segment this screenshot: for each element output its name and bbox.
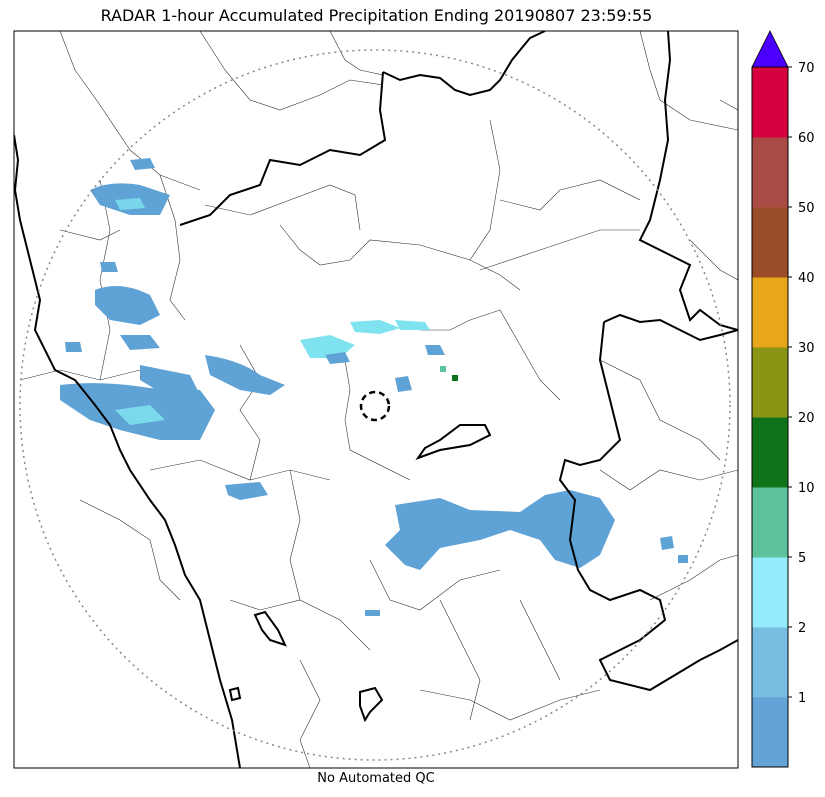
colorbar-tick-label: 10 <box>798 481 815 496</box>
colorbar-segment <box>752 137 788 208</box>
colorbar-segment <box>752 697 788 768</box>
radar-site-marker <box>359 390 391 422</box>
district-boundaries <box>19 31 738 768</box>
map-title: RADAR 1-hour Accumulated Precipitation E… <box>100 6 653 25</box>
colorbar-segment <box>752 487 788 558</box>
state-boundaries <box>14 31 738 768</box>
colorbar-segment <box>752 417 788 488</box>
range-ring <box>19 49 731 761</box>
colorbar-extend-arrow <box>751 30 789 68</box>
colorbar-tick-label: 40 <box>798 271 815 286</box>
map-frame <box>13 30 739 769</box>
colorbar-tick-label: 5 <box>798 551 806 566</box>
qc-footer: No Automated QC <box>317 771 435 786</box>
colorbar-segment <box>752 277 788 348</box>
colorbar-segment <box>752 627 788 698</box>
colorbar-segment <box>752 557 788 628</box>
colorbar-tick-label: 60 <box>798 131 815 146</box>
precipitation-overlay <box>60 158 688 616</box>
colorbar-tick-label: 30 <box>798 341 815 356</box>
colorbar-tick-label: 1 <box>798 691 806 706</box>
colorbar-segment <box>752 67 788 138</box>
colorbar-tick-label: 2 <box>798 621 806 636</box>
colorbar-segment <box>752 347 788 418</box>
colorbar-tick-label: 70 <box>798 61 815 76</box>
colorbar-tick-label: 50 <box>798 201 815 216</box>
colorbar-tick-label: 20 <box>798 411 815 426</box>
colorbar-segment <box>752 207 788 278</box>
